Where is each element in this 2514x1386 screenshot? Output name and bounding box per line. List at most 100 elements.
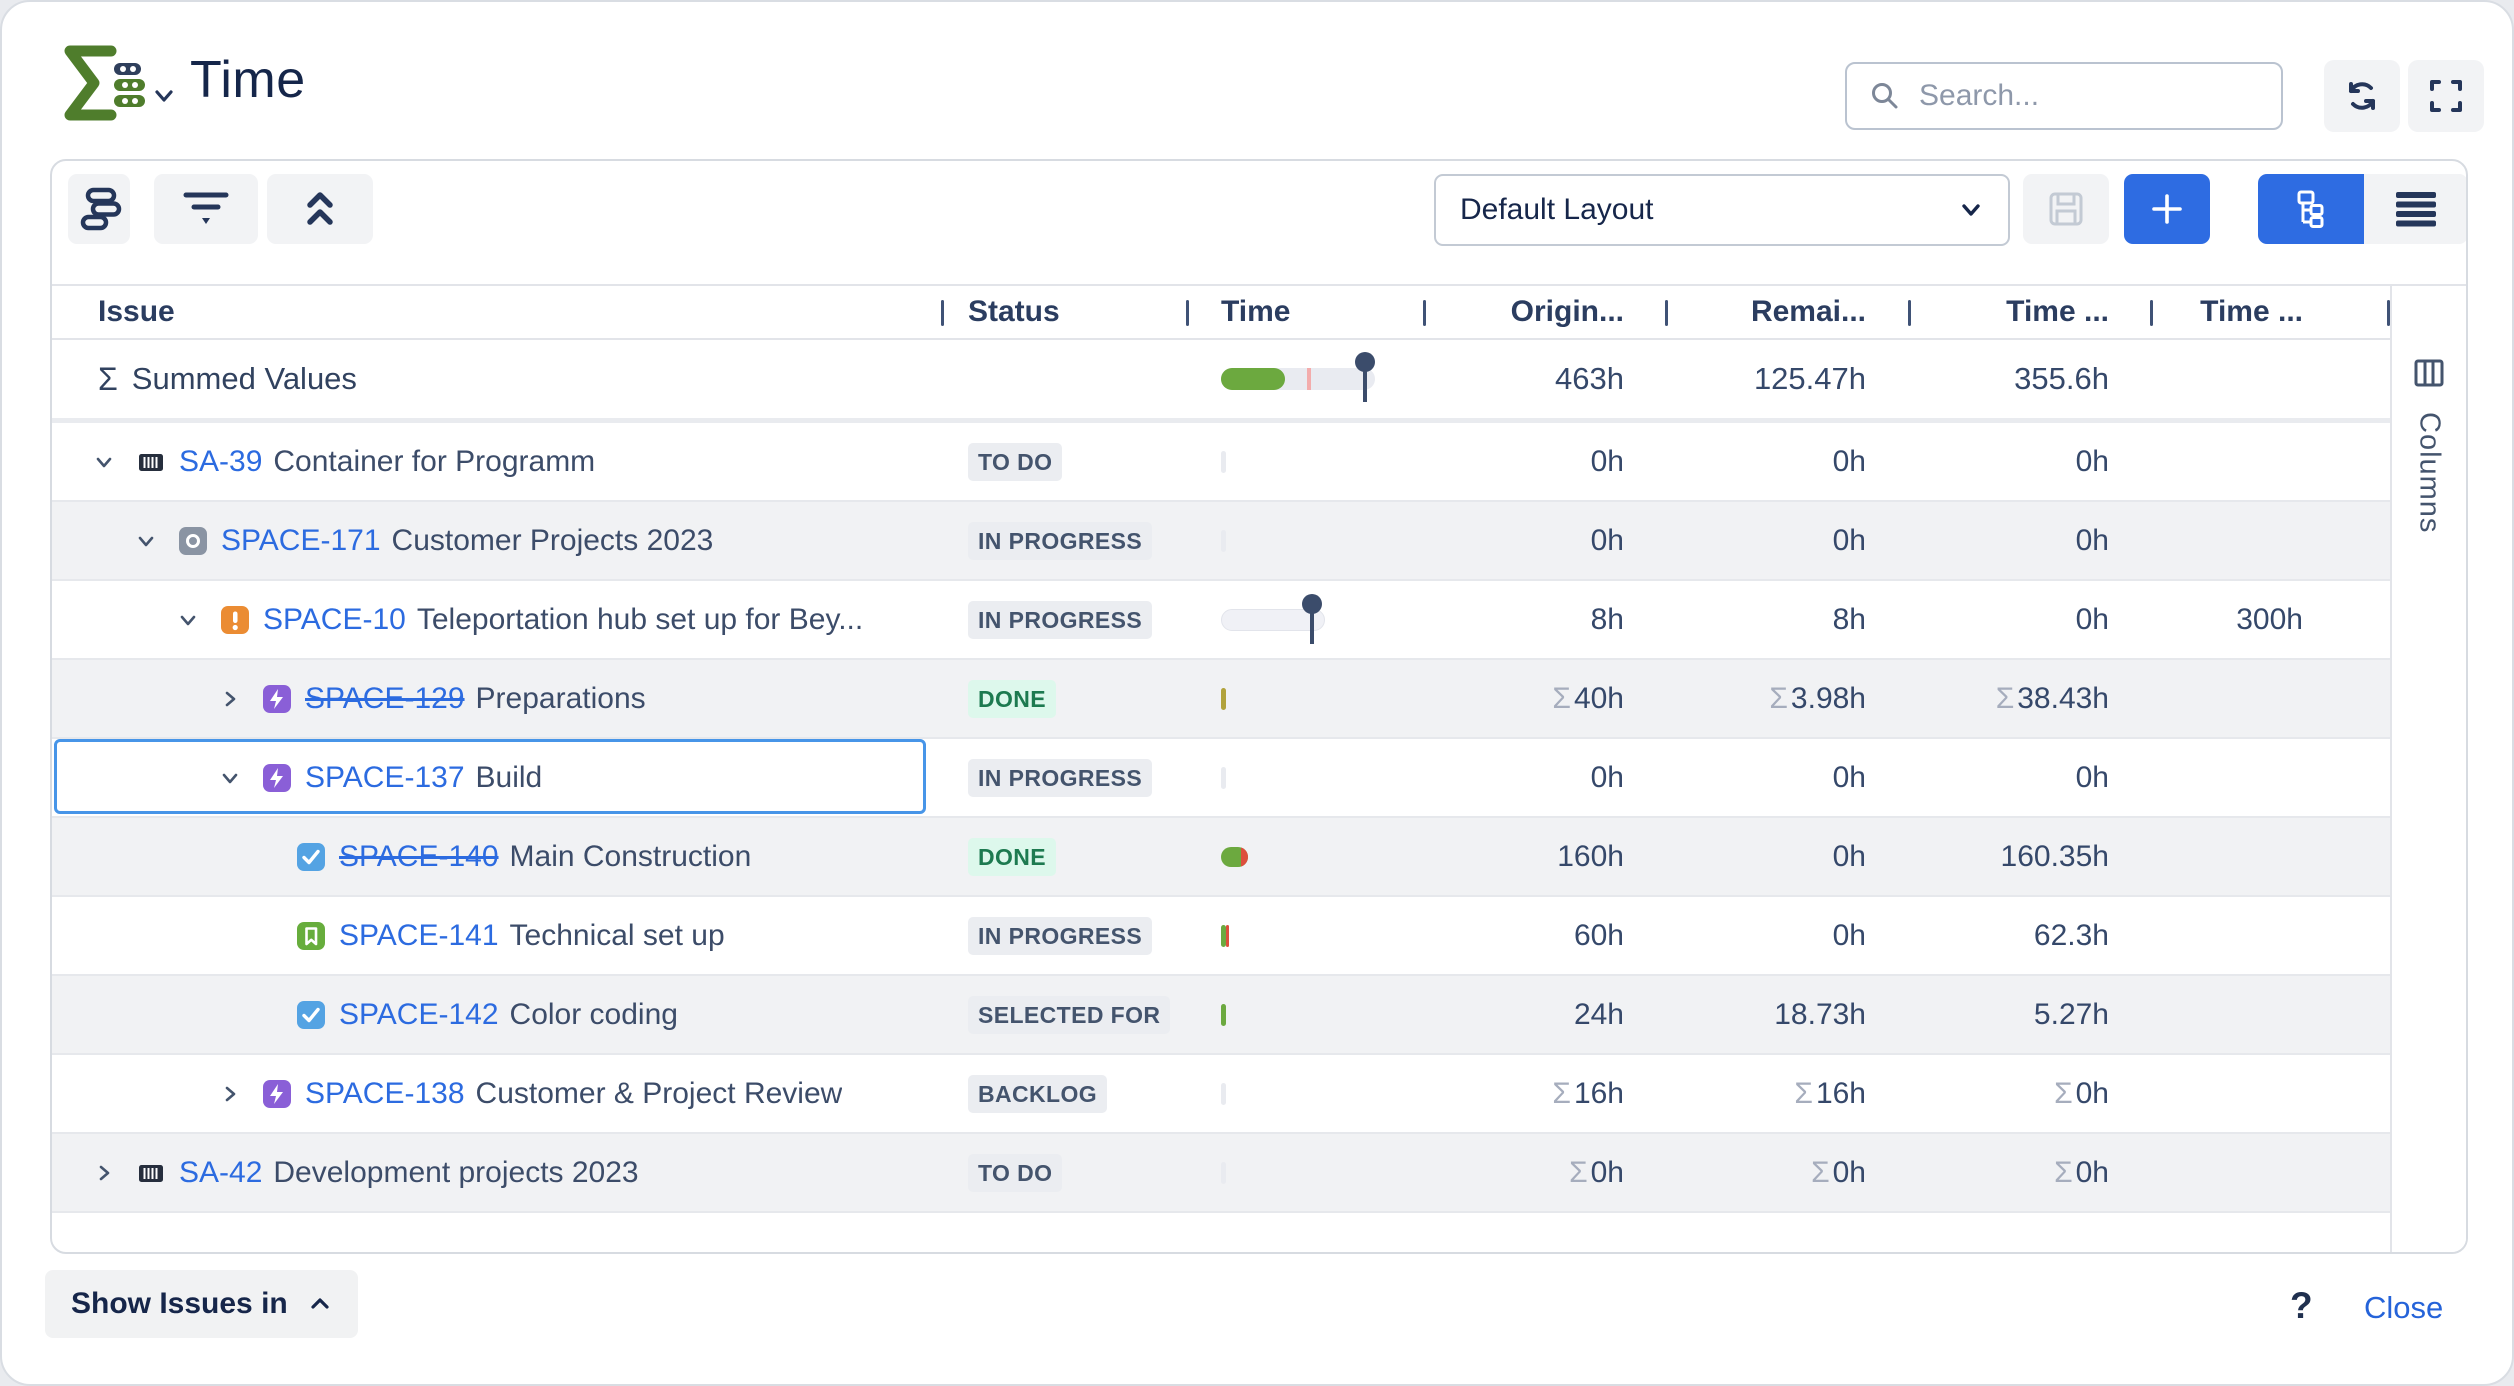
list-view-icon xyxy=(2396,192,2436,227)
help-button[interactable]: ? xyxy=(2290,1285,2313,1326)
summed-values-label: Summed Values xyxy=(131,361,357,396)
issue-key-link[interactable]: SPACE-171 xyxy=(221,523,381,557)
table-row[interactable]: SPACE-142 Color coding SELECTED FOR 24h … xyxy=(52,976,2390,1055)
tree-view-button[interactable] xyxy=(2258,174,2364,244)
table-row[interactable]: SPACE-137 Build IN PROGRESS 0h 0h 0h xyxy=(52,739,2390,818)
issue-key-link[interactable]: SPACE-138 xyxy=(305,1076,465,1110)
component-issue-type-icon xyxy=(178,526,208,556)
issue-key-link[interactable]: SA-39 xyxy=(179,444,263,478)
issue-key-link[interactable]: SPACE-140 xyxy=(339,839,499,873)
chevron-right-icon[interactable] xyxy=(218,1082,262,1106)
table-row[interactable]: SPACE-140 Main Construction DONE 160h 0h… xyxy=(52,818,2390,897)
column-resize-handle[interactable] xyxy=(1908,300,1911,326)
time-bar xyxy=(1221,593,1325,644)
sum-sigma: Σ xyxy=(2054,1155,2073,1189)
chevron-down-icon[interactable] xyxy=(134,529,178,553)
close-button[interactable]: Close xyxy=(2364,1290,2444,1325)
time-bar xyxy=(1221,846,1248,867)
refresh-icon xyxy=(2349,82,2375,110)
status-badge: DONE xyxy=(968,679,1057,718)
status-badge: IN PROGRESS xyxy=(968,600,1153,639)
estimate-pin-marker xyxy=(1355,352,1375,402)
layout-select[interactable]: Default Layout xyxy=(1434,174,2010,246)
issue-key-link[interactable]: SPACE-141 xyxy=(339,918,499,952)
issue-summary: Color coding xyxy=(509,997,678,1031)
table-row[interactable]: SPACE-129 Preparations DONE Σ 40h Σ 3.98h … xyxy=(52,660,2390,739)
table-row[interactable]: SPACE-138 Customer & Project Review BACK… xyxy=(52,1055,2390,1134)
status-badge: TO DO xyxy=(968,1153,1063,1192)
alert-issue-type-icon xyxy=(220,605,250,635)
column-resize-handle[interactable] xyxy=(2387,300,2390,326)
chevron-down-icon[interactable] xyxy=(218,766,262,790)
sigma-icon: Σ xyxy=(98,360,118,397)
table-header-row: Issue Status Time Origin... Remai... Tim… xyxy=(52,286,2390,340)
task-issue-type-icon xyxy=(296,842,326,872)
time-logged-fill xyxy=(1221,368,1285,390)
column-header-time-extra[interactable]: Time ... xyxy=(2151,286,2390,338)
sum-sigma: Σ xyxy=(1995,681,2015,715)
epic-issue-type-icon xyxy=(262,763,292,793)
summed-values-row: Σ Summed Values 463h 125.47h 355.6h xyxy=(52,340,2390,423)
issue-summary: Development projects 2023 xyxy=(273,1155,639,1189)
column-resize-handle[interactable] xyxy=(1186,300,1189,326)
time-bar xyxy=(1221,450,1226,473)
chevron-right-icon[interactable] xyxy=(92,1161,136,1185)
search-input[interactable] xyxy=(1917,78,2307,114)
table-row[interactable]: SPACE-10 Teleportation hub set up for Be… xyxy=(52,581,2390,660)
column-header-time-spent[interactable]: Time ... xyxy=(1909,286,2153,338)
issue-summary: Preparations xyxy=(475,681,646,715)
issue-summary: Main Construction xyxy=(509,839,752,873)
add-button[interactable] xyxy=(2124,174,2210,244)
table-row[interactable]: SPACE-171 Customer Projects 2023 IN PROG… xyxy=(52,502,2390,581)
column-resize-handle[interactable] xyxy=(941,300,944,326)
column-header-remaining-estimate[interactable]: Remai... xyxy=(1666,286,1911,338)
issue-key-link[interactable]: SPACE-137 xyxy=(305,760,465,794)
column-resize-handle[interactable] xyxy=(1665,300,1668,326)
timeline-bars-button[interactable] xyxy=(68,174,130,244)
issue-key-link[interactable]: SA-42 xyxy=(179,1155,263,1189)
columns-icon xyxy=(2414,359,2444,387)
issue-key-link[interactable]: SPACE-129 xyxy=(305,681,465,715)
column-header-time[interactable]: Time xyxy=(1187,286,1426,338)
sum-sigma: Σ xyxy=(1811,1155,1830,1189)
chevron-down-icon xyxy=(1962,204,1980,216)
issue-key-link[interactable]: SPACE-10 xyxy=(263,602,406,636)
time-bar xyxy=(1221,1161,1226,1184)
collapse-all-button[interactable] xyxy=(267,174,373,244)
chevron-down-icon[interactable] xyxy=(176,608,220,632)
fullscreen-button[interactable] xyxy=(2408,60,2484,132)
column-resize-handle[interactable] xyxy=(1423,300,1426,326)
issue-key-link[interactable]: SPACE-142 xyxy=(339,997,499,1031)
column-header-original-estimate[interactable]: Origin... xyxy=(1424,286,1668,338)
app-switcher-chevron-down-icon[interactable] xyxy=(152,86,176,106)
refresh-button[interactable] xyxy=(2324,60,2400,132)
filter-icon xyxy=(183,192,229,224)
columns-tab-label: Columns xyxy=(2413,412,2446,534)
show-issues-in-button[interactable]: Show Issues in xyxy=(45,1270,358,1338)
sum-sigma: Σ xyxy=(1794,1076,1813,1110)
task-issue-type-icon xyxy=(296,1000,326,1030)
sum-sigma: Σ xyxy=(1769,681,1788,715)
save-layout-button[interactable] xyxy=(2023,174,2109,244)
status-badge: IN PROGRESS xyxy=(968,758,1153,797)
columns-tab[interactable]: Columns xyxy=(2392,286,2466,1252)
sum-sigma: Σ xyxy=(1552,681,1571,715)
table-row[interactable]: SA-39 Container for Programm TO DO 0h 0h… xyxy=(52,423,2390,502)
column-resize-handle[interactable] xyxy=(2150,300,2153,326)
estimate-pin-marker xyxy=(1302,593,1322,644)
column-header-status[interactable]: Status xyxy=(942,286,1189,338)
filter-button[interactable] xyxy=(154,174,258,244)
time-bar xyxy=(1221,687,1226,710)
column-header-issue[interactable]: Issue xyxy=(52,286,944,338)
table-row[interactable]: SPACE-141 Technical set up IN PROGRESS 6… xyxy=(52,897,2390,976)
chevron-up-icon xyxy=(311,1298,329,1309)
chevron-down-icon[interactable] xyxy=(92,450,136,474)
page-title: Time xyxy=(190,51,306,109)
issue-summary: Teleportation hub set up for Bey... xyxy=(416,602,864,636)
time-bar xyxy=(1221,924,1229,947)
chevron-right-icon[interactable] xyxy=(218,687,262,711)
list-view-button[interactable] xyxy=(2364,174,2466,244)
